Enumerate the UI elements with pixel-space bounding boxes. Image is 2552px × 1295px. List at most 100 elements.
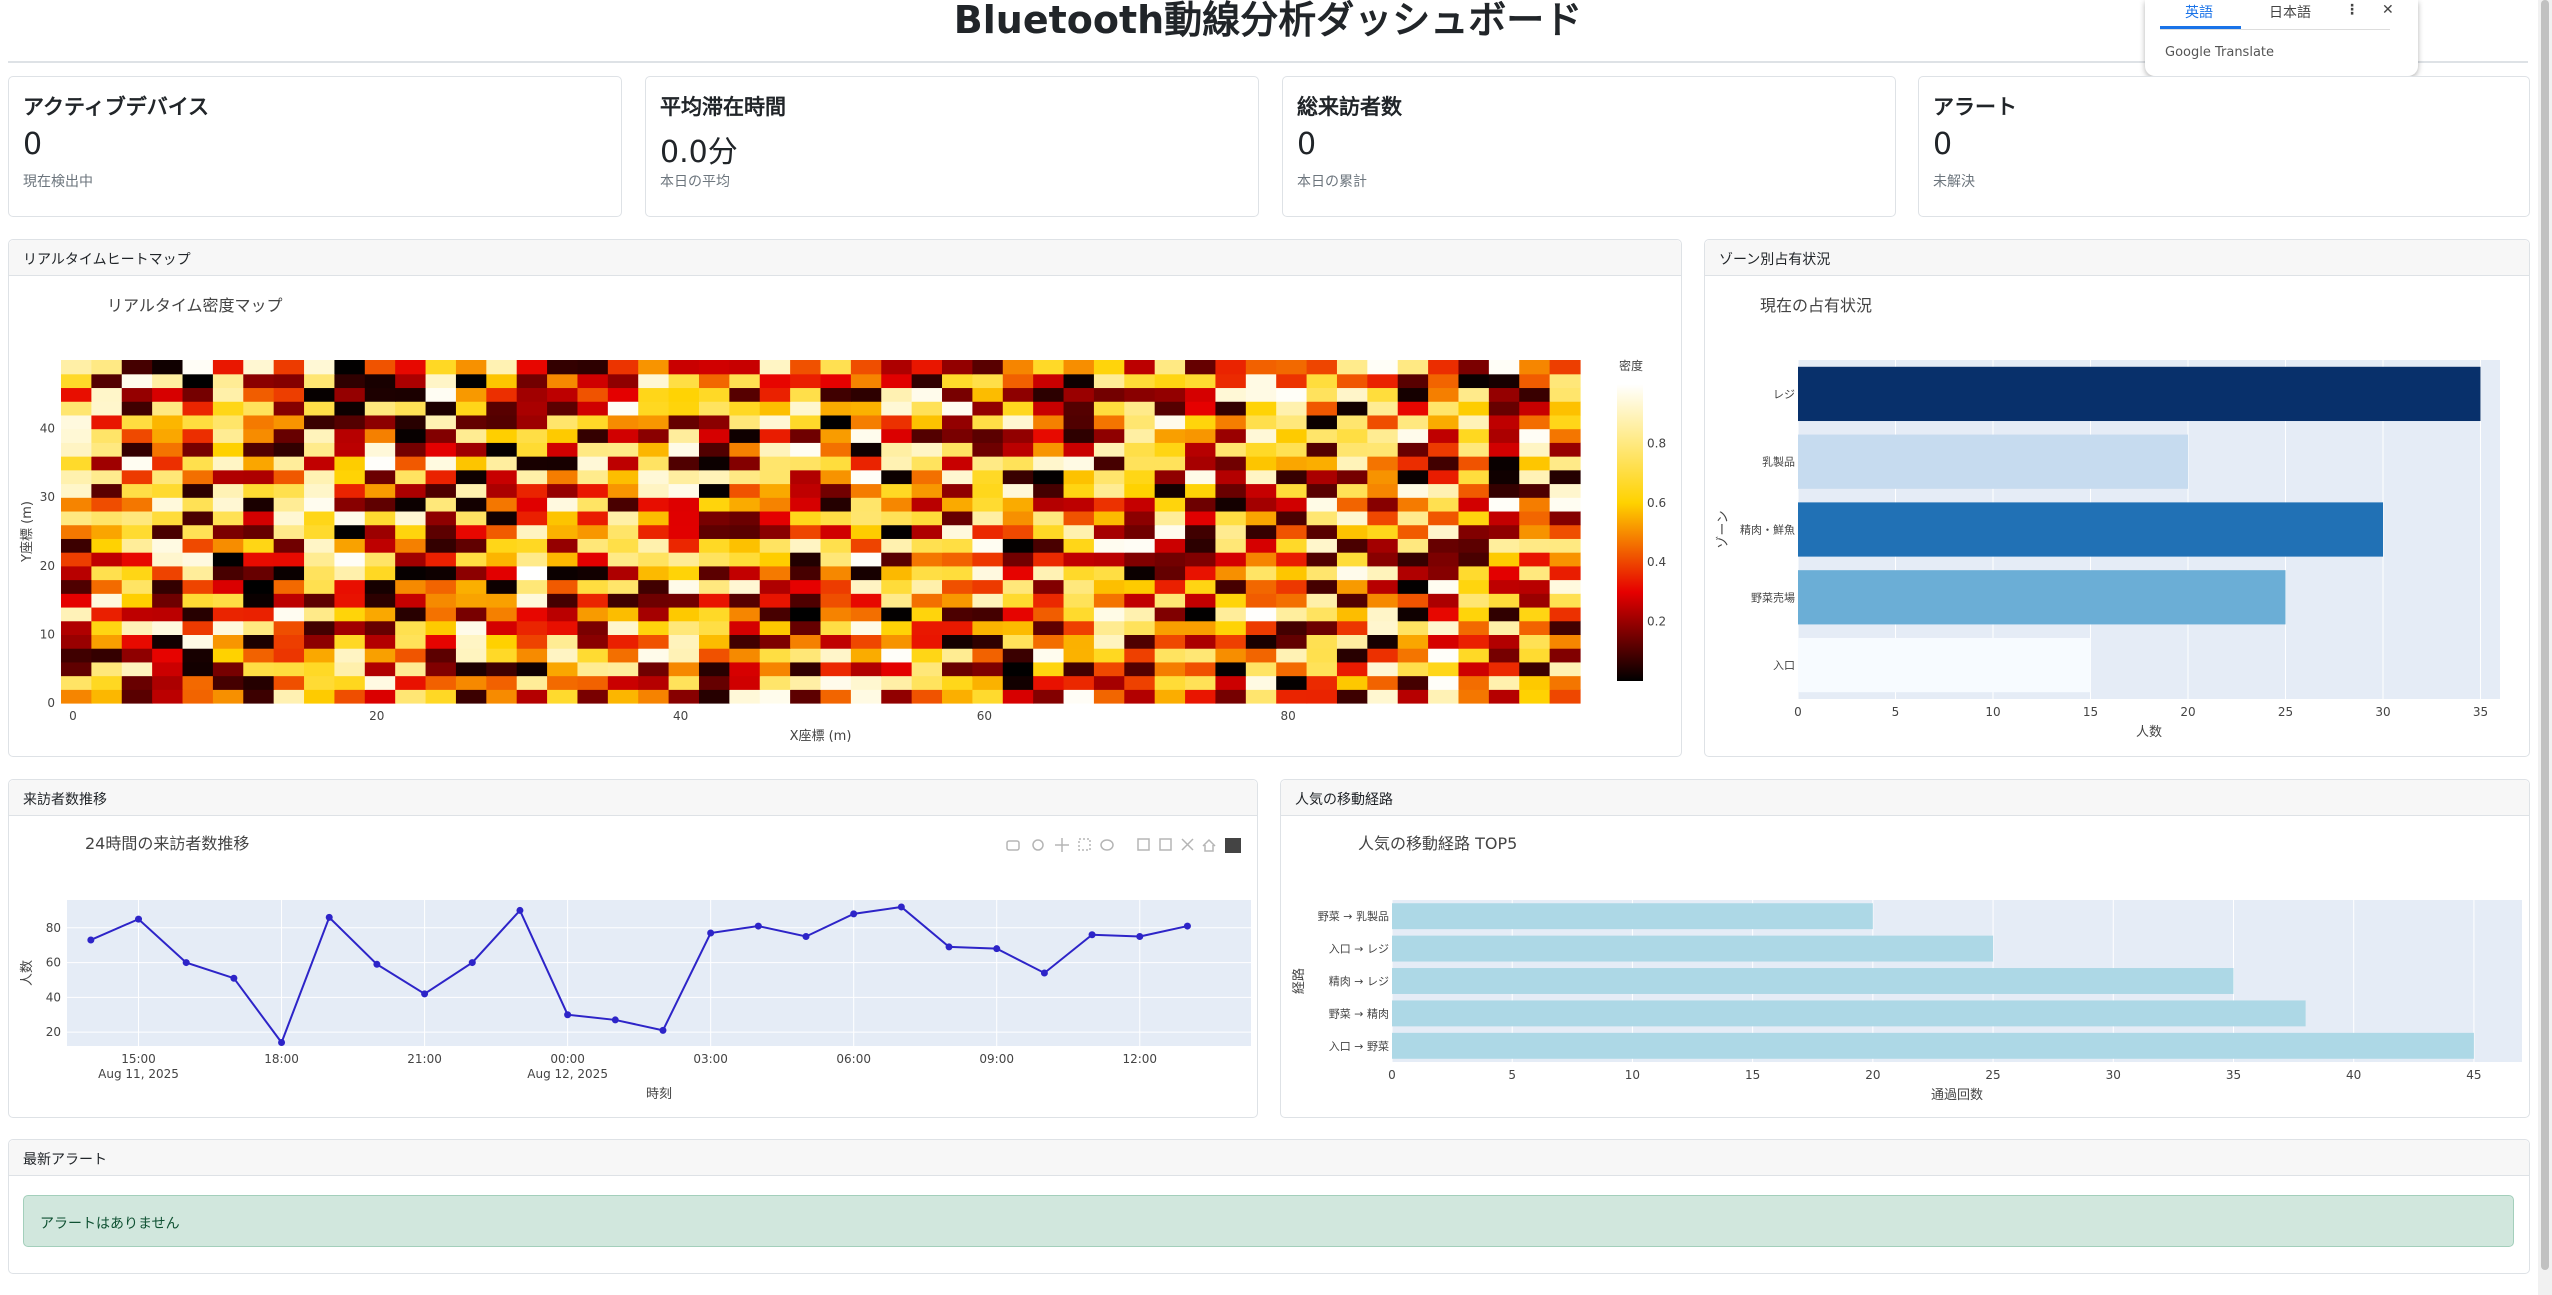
heatmap-cell [304,538,336,553]
heatmap-cell [91,497,123,512]
heatmap-cell [1336,456,1368,471]
plotly-logo-icon[interactable] [1225,838,1241,853]
x-tick-label: 45 [2466,1068,2481,1082]
series-line [90,905,1188,1045]
heatmap-cell [61,414,92,430]
heatmap-cell [152,552,184,567]
heatmap-cell [1367,469,1399,485]
heatmap-cell [486,579,518,594]
heatmap-cell [364,360,396,375]
heatmap-cell [1306,634,1338,649]
heatmap-cell [850,469,882,485]
heatmap-cell [1154,634,1186,649]
heatmap-cell [942,373,973,389]
heatmap-cell [1397,483,1429,498]
heatmap-cell [1367,661,1399,677]
heatmap-cell [152,538,184,553]
heatmap-cell [182,401,214,416]
translate-tab-english[interactable]: 英語 [2185,5,2213,21]
heatmap-cell [1245,428,1277,443]
pan-icon[interactable] [1055,838,1069,852]
heatmap-cell [942,497,973,512]
heatmap-cell [1124,510,1156,526]
page-title: Bluetooth動線分析ダッシュボード [953,0,1583,42]
heatmap-cell [1549,469,1581,485]
heatmap-cell [1002,373,1034,389]
plot-area [67,900,1251,1046]
data-point [850,910,858,918]
translate-tab-japanese[interactable]: 日本語 [2269,5,2311,21]
heatmap-cell [1397,414,1429,430]
autoscale-icon[interactable] [1181,838,1194,851]
heatmap-cell [942,360,973,375]
heatmap-cell [1428,675,1460,690]
close-icon[interactable]: ✕ [2382,2,2394,18]
heatmap-cell [1124,593,1156,608]
scrollbar-thumb[interactable] [2541,0,2549,1270]
heatmap-cell [334,497,366,512]
heatmap-cell [1549,552,1581,567]
heatmap-cell [1549,620,1581,635]
heatmap-cell [1458,579,1490,594]
heatmap-cell [577,510,609,526]
heatmap-cell [668,456,700,471]
heatmap-cell [790,661,822,677]
y-axis-label: 経路 [1291,968,1307,994]
y-tick-label: 野菜売場 [1751,591,1795,604]
heatmap-cell [1002,510,1034,526]
heatmap-cell [638,442,670,457]
heatmap-cell [1519,456,1551,471]
camera-icon[interactable] [1006,840,1020,851]
heatmap-cell [1428,373,1460,389]
heatmap-cell [1336,401,1368,416]
y-tick-label: 40 [46,990,61,1004]
heatmap-cell [334,538,366,553]
more-options-icon[interactable]: ⋮ [2345,2,2359,18]
zoom-in-icon[interactable] [1137,838,1150,851]
heatmap-cell [1185,442,1217,457]
heatmap-cell [942,593,973,608]
heatmap-cell [1458,565,1490,581]
x-tick-label: 25 [1985,1068,2000,1082]
heatmap-cell [1428,387,1460,402]
heatmap-cell [1093,497,1125,512]
heatmap-cell [1002,442,1034,457]
heatmap-cell [486,373,518,389]
heatmap-cell [1397,387,1429,402]
heatmap-cell [547,689,579,704]
heatmap-cell [729,552,761,567]
heatmap-cell [820,510,852,526]
heatmap-cell [1336,661,1368,677]
heatmap-cell [334,442,366,457]
heatmap-cell [942,442,973,457]
box-select-icon[interactable] [1078,838,1091,851]
zoom-icon[interactable] [1032,839,1044,851]
heatmap-cell [698,469,730,485]
heatmap-cell [911,414,943,430]
heatmap-cell [1549,648,1581,663]
heatmap-cell [425,634,457,649]
heatmap-cell [1488,606,1520,622]
heatmap-cell [729,648,761,663]
lasso-select-icon[interactable] [1100,839,1114,851]
heatmap-cell [1306,387,1338,402]
heatmap-cell [273,387,305,402]
heatmap-cell [1093,456,1125,471]
heatmap-cell [121,620,153,635]
heatmap-cell [1519,634,1551,649]
heatmap-cell [425,414,457,430]
heatmap-cell [759,552,791,567]
heatmap-cell [1245,483,1277,498]
heatmap-cell [668,593,700,608]
home-icon[interactable] [1202,838,1216,852]
heatmap-cell [790,510,822,526]
kpi-card-avg-stay: 平均滞在時間 0.0分 本日の平均 [645,76,1259,217]
scrollbar[interactable] [2538,0,2552,1295]
zoom-out-icon[interactable] [1159,838,1172,851]
heatmap-cell [334,634,366,649]
heatmap-chart[interactable]: 0 20 40 60 80 0 10 20 30 40 X座標 (m) Y座標 (m) 密度 0.2 0.4… [9,284,1679,754]
heatmap-cell [911,510,943,526]
